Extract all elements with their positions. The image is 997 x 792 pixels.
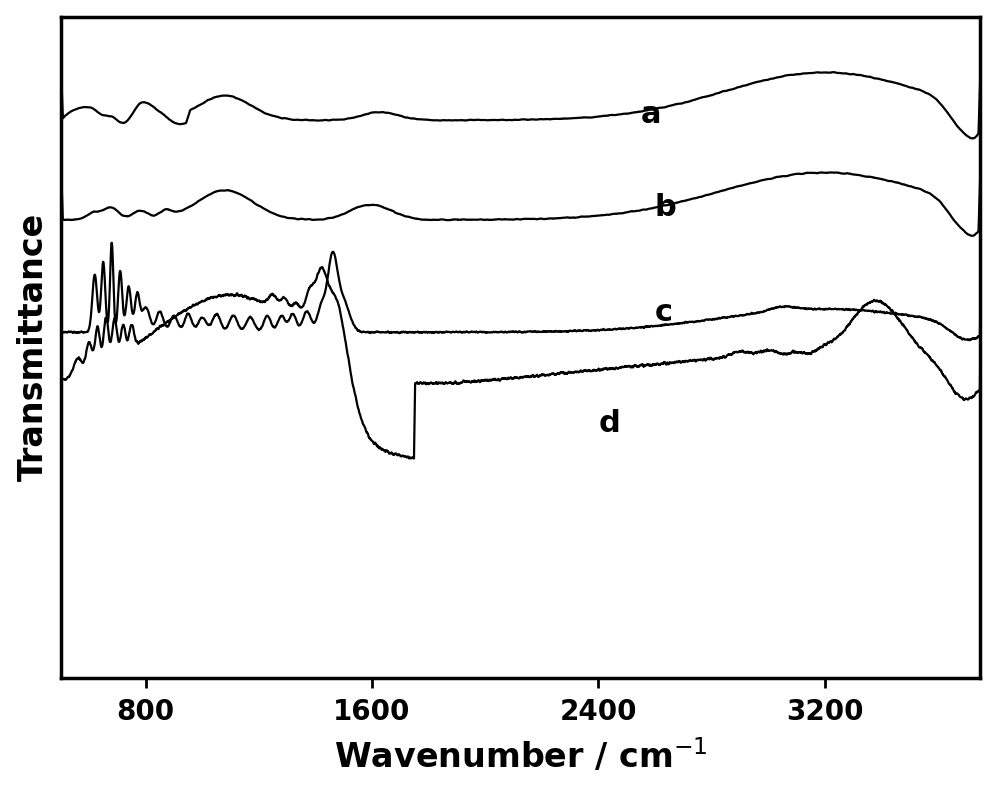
- X-axis label: Wavenumber / cm$^{-1}$: Wavenumber / cm$^{-1}$: [334, 737, 708, 775]
- Text: a: a: [641, 100, 661, 128]
- Text: d: d: [598, 409, 620, 438]
- Text: c: c: [655, 298, 673, 327]
- Y-axis label: Transmittance: Transmittance: [17, 213, 50, 482]
- Text: b: b: [655, 193, 677, 223]
